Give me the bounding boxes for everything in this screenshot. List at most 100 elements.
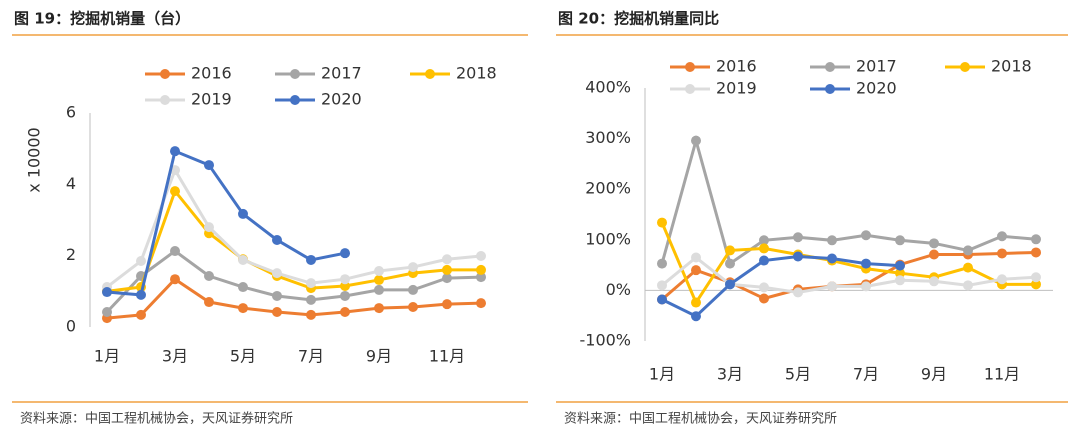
legend-marker — [160, 69, 170, 79]
data-point — [759, 255, 769, 266]
legend-marker — [960, 62, 970, 72]
data-point — [238, 208, 248, 219]
data-point — [272, 234, 282, 245]
data-point — [136, 289, 146, 300]
data-point — [102, 287, 112, 298]
y-tick-label: 2 — [66, 245, 76, 264]
legend-marker — [685, 84, 695, 94]
x-tick-label: 5月 — [230, 347, 256, 366]
data-point — [929, 249, 939, 260]
data-point — [442, 273, 452, 284]
data-point — [306, 294, 316, 305]
x-tick-label: 1月 — [649, 365, 675, 384]
data-point — [997, 231, 1007, 242]
data-point — [476, 251, 486, 262]
legend-label: 2019 — [191, 90, 232, 109]
series-line — [660, 222, 1036, 306]
data-point — [340, 290, 350, 301]
legend-label: 2016 — [191, 64, 232, 83]
data-point — [759, 235, 769, 246]
data-point — [1031, 247, 1041, 258]
data-point — [306, 278, 316, 289]
data-point — [827, 253, 837, 264]
data-point — [102, 307, 112, 318]
data-point — [963, 280, 973, 291]
data-point — [340, 307, 350, 318]
data-point — [997, 248, 1007, 259]
x-tick-label: 11月 — [429, 347, 465, 366]
data-point — [827, 281, 837, 292]
data-point — [306, 309, 316, 320]
y-tick-label: 0 — [66, 317, 76, 336]
y-tick-label: 0% — [606, 280, 631, 299]
legend-label: 2018 — [456, 64, 497, 83]
y-tick-label: 100% — [585, 229, 631, 248]
chart-title: 图 19：挖掘机销量（台） — [14, 10, 190, 28]
x-tick-label: 7月 — [298, 347, 324, 366]
series-line — [661, 255, 1037, 294]
data-point — [691, 311, 701, 322]
data-point — [759, 282, 769, 293]
data-point — [204, 160, 214, 171]
source-note: 资料来源：中国工程机械协会，天风证券研究所 — [564, 411, 837, 427]
x-tick-label: 3月 — [162, 347, 188, 366]
data-point — [657, 217, 667, 228]
data-point — [691, 135, 701, 146]
data-point — [691, 252, 701, 263]
data-point — [963, 262, 973, 273]
legend-marker — [685, 62, 695, 72]
x-tick-label: 5月 — [785, 365, 811, 384]
series-line — [660, 134, 1037, 267]
y-axis-label: x 10000 — [25, 127, 44, 192]
data-point — [374, 266, 384, 277]
y-tick-label: 6 — [66, 103, 76, 122]
y-tick-label: 400% — [585, 78, 631, 97]
data-point — [272, 290, 282, 301]
x-tick-label: 11月 — [984, 365, 1020, 384]
data-point — [725, 258, 735, 269]
data-point — [657, 294, 667, 305]
data-point — [476, 272, 486, 283]
series-line — [106, 188, 481, 293]
data-point — [827, 235, 837, 246]
data-point — [442, 254, 452, 265]
legend-label: 2019 — [716, 79, 757, 98]
legend-label: 2016 — [716, 57, 757, 76]
legend-marker — [425, 69, 435, 79]
legend-marker — [160, 95, 170, 105]
y-tick-label: 300% — [585, 128, 631, 147]
data-point — [442, 299, 452, 310]
x-tick-label: 3月 — [717, 365, 743, 384]
data-point — [725, 279, 735, 290]
data-point — [374, 303, 384, 314]
data-point — [895, 275, 905, 286]
chart-title: 图 20：挖掘机销量同比 — [558, 10, 719, 28]
data-point — [1031, 234, 1041, 245]
series-line — [106, 149, 346, 297]
legend-label: 2020 — [321, 90, 362, 109]
data-point — [929, 238, 939, 249]
data-point — [725, 245, 735, 256]
legend-marker — [290, 95, 300, 105]
data-point — [861, 281, 871, 292]
data-point — [1031, 272, 1041, 283]
data-point — [657, 280, 667, 291]
data-point — [759, 293, 769, 304]
x-tick-label: 9月 — [921, 365, 947, 384]
data-point — [136, 256, 146, 267]
data-point — [895, 260, 905, 271]
data-point — [476, 264, 486, 275]
data-point — [408, 262, 418, 273]
data-point — [238, 282, 248, 293]
data-point — [170, 186, 180, 197]
data-point — [374, 274, 384, 285]
data-point — [136, 309, 146, 320]
data-point — [408, 284, 418, 295]
data-point — [895, 268, 905, 279]
y-tick-label: -100% — [579, 331, 631, 350]
legend-label: 2017 — [321, 64, 362, 83]
data-point — [306, 254, 316, 265]
data-point — [170, 274, 180, 285]
series-line — [105, 249, 482, 314]
